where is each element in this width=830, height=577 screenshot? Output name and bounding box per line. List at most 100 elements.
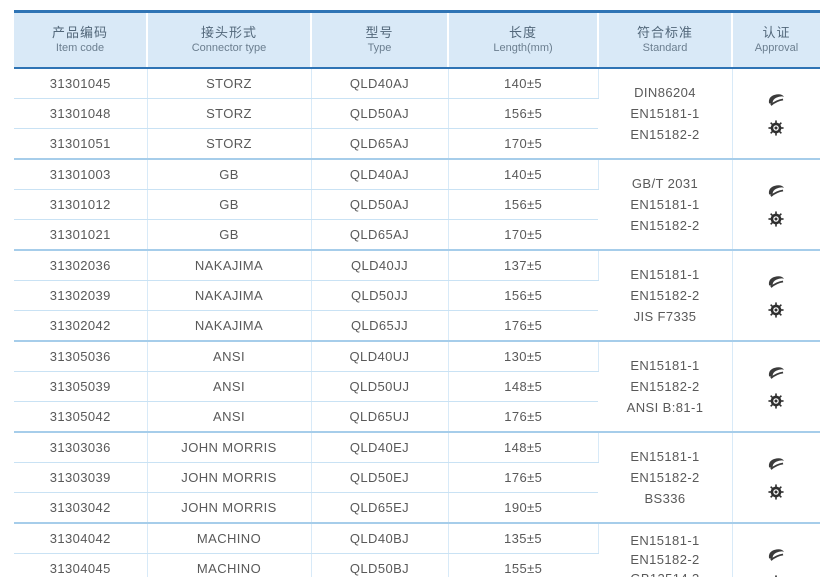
item-code-cell: 31301003: [14, 159, 148, 190]
item-code-cell: 31305036: [14, 341, 148, 372]
header-item-code: 产品编码 Item code: [14, 11, 148, 69]
header-length: 长度 Length(mm): [448, 11, 599, 69]
table-row: 31305042 ANSI QLD65UJ 176±5: [14, 401, 820, 433]
table-row: 31302036 NAKAJIMA QLD40JJ 137±5 EN15181-…: [14, 250, 820, 342]
header-approval-zh: 认证: [762, 25, 791, 40]
table-row: 31305039 ANSI QLD50UJ 148±5: [14, 371, 820, 402]
table-row: 31301003 GB QLD40AJ 140±5 GB/T 2031 EN15…: [14, 159, 820, 251]
standard-line: EN15181-1: [630, 532, 700, 548]
product-group-storz: 31301045 STORZ QLD40AJ 140±5 DIN86204 EN…: [14, 68, 820, 160]
length-cell: 148±5: [448, 432, 599, 463]
length-cell: 135±5: [448, 523, 599, 554]
connector-type-cell: NAKAJIMA: [147, 250, 312, 281]
type-cell: QLD40AJ: [311, 159, 449, 190]
header-standard-zh: 符合标准: [636, 25, 693, 40]
item-code-cell: 31304045: [14, 553, 148, 577]
table-row: 31303042 JOHN MORRIS QLD65EJ 190±5: [14, 492, 820, 524]
type-cell: QLD50EJ: [311, 462, 449, 493]
length-cell: 156±5: [448, 280, 598, 311]
approval-cell: [732, 523, 820, 577]
table-row: 31301045 STORZ QLD40AJ 140±5 DIN86204 EN…: [14, 68, 820, 160]
header-connector-type: 接头形式 Connector type: [147, 11, 312, 69]
type-cell: QLD50UJ: [311, 371, 449, 402]
standard-cell: GB/T 2031 EN15181-1 EN15182-2: [598, 159, 733, 251]
standard-cell: DIN86204 EN15181-1 EN15182-2: [598, 68, 733, 160]
header-approval-en: Approval: [754, 42, 799, 54]
length-cell: 156±5: [448, 98, 598, 129]
type-cell: QLD50AJ: [311, 98, 449, 129]
product-group-ansi: 31305036 ANSI QLD40UJ 130±5 EN15181-1 EN…: [14, 341, 820, 433]
product-group-gb: 31301003 GB QLD40AJ 140±5 GB/T 2031 EN15…: [14, 159, 820, 251]
type-cell: QLD50BJ: [311, 553, 449, 577]
connector-type-cell: JOHN MORRIS: [147, 492, 312, 524]
item-code-cell: 31301045: [14, 68, 148, 99]
header-standard-en: Standard: [642, 42, 688, 54]
standard-line: EN15181-1: [630, 197, 700, 212]
type-cell: QLD40UJ: [311, 341, 449, 372]
standard-line: GB12514.3: [600, 569, 731, 577]
length-cell: 170±5: [448, 128, 598, 160]
standard-line: EN15181-1: [630, 449, 700, 464]
table-row: 31302039 NAKAJIMA QLD50JJ 156±5: [14, 280, 820, 311]
item-code-cell: 31302036: [14, 250, 148, 281]
item-code-cell: 31302042: [14, 310, 148, 342]
standard-line: ANSI B:81-1: [626, 400, 704, 415]
length-cell: 137±5: [448, 250, 599, 281]
length-cell: 140±5: [448, 159, 599, 190]
header-type-zh: 型号: [365, 25, 394, 40]
connector-type-cell: GB: [147, 219, 312, 251]
length-cell: 170±5: [448, 219, 598, 251]
type-cell: QLD40AJ: [311, 68, 449, 99]
header-type-en: Type: [367, 42, 392, 54]
standard-line: EN15182-2: [630, 551, 700, 567]
certification-logo-icon: [767, 92, 786, 107]
product-group-john-morris: 31303036 JOHN MORRIS QLD40EJ 148±5 EN151…: [14, 432, 820, 524]
certification-logo-icon: [767, 456, 786, 471]
wheelmark-gear-icon: [768, 119, 784, 136]
connector-type-cell: MACHINO: [147, 553, 312, 577]
table-row: 31301048 STORZ QLD50AJ 156±5: [14, 98, 820, 129]
standard-line: JIS F7335: [633, 309, 697, 324]
connector-type-cell: JOHN MORRIS: [147, 432, 312, 463]
header-length-en: Length(mm): [493, 42, 553, 54]
connector-type-cell: STORZ: [147, 98, 312, 129]
connector-type-cell: ANSI: [147, 401, 312, 433]
item-code-cell: 31303042: [14, 492, 148, 524]
table-row: 31304042 MACHINO QLD40BJ 135±5 EN15181-1…: [14, 523, 820, 577]
table-row: 31303039 JOHN MORRIS QLD50EJ 176±5: [14, 462, 820, 493]
standard-line: EN15182-2: [630, 379, 700, 394]
spec-table-container: 产品编码 Item code 接头形式 Connector type 型号 Ty…: [14, 10, 820, 577]
table-row: 31304045 MACHINO QLD50BJ 155±5: [14, 553, 820, 577]
wheelmark-gear-icon: [768, 574, 784, 577]
standard-line: EN15181-1: [630, 106, 700, 121]
length-cell: 148±5: [448, 371, 598, 402]
standard-line: EN15182-2: [630, 288, 700, 303]
type-cell: QLD65EJ: [311, 492, 449, 524]
connector-type-cell: NAKAJIMA: [147, 310, 312, 342]
length-cell: 176±5: [448, 401, 598, 433]
wheelmark-gear-icon: [768, 301, 784, 318]
approval-cell: [732, 341, 820, 433]
connector-type-cell: GB: [147, 159, 312, 190]
type-cell: QLD50JJ: [311, 280, 449, 311]
certification-logo-icon: [767, 365, 786, 380]
item-code-cell: 31305039: [14, 371, 148, 402]
type-cell: QLD65AJ: [311, 128, 449, 160]
table-row: 31301021 GB QLD65AJ 170±5: [14, 219, 820, 251]
standard-line: EN15182-2: [630, 470, 700, 485]
standard-cell: EN15181-1 EN15182-2 BS336: [598, 432, 733, 524]
connector-type-cell: GB: [147, 189, 312, 220]
length-cell: 190±5: [448, 492, 598, 524]
item-code-cell: 31304042: [14, 523, 148, 554]
wheelmark-gear-icon: [768, 483, 784, 500]
standard-line: EN15182-2: [630, 218, 700, 233]
connector-type-cell: STORZ: [147, 68, 312, 99]
certification-logo-icon: [767, 274, 786, 289]
header-connector-type-zh: 接头形式: [200, 25, 257, 40]
type-cell: QLD50AJ: [311, 189, 449, 220]
wheelmark-gear-icon: [768, 210, 784, 227]
standard-line: GB/T 2031: [631, 176, 699, 191]
header-standard: 符合标准 Standard: [598, 11, 733, 69]
length-cell: 130±5: [448, 341, 599, 372]
